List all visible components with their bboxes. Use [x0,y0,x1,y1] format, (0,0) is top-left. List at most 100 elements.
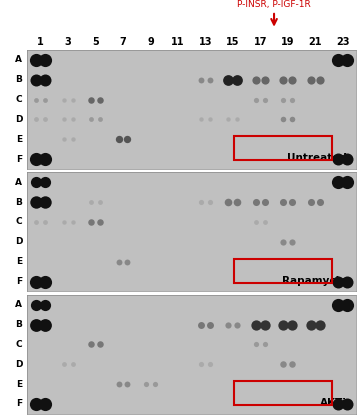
Point [308,77,314,83]
Point [289,361,295,368]
Point [116,258,122,265]
Point [253,199,259,206]
Point [70,136,76,143]
Point [70,361,76,368]
Point [280,199,286,206]
Bar [234,381,332,405]
Point [336,179,341,186]
Point [61,361,67,368]
Point [207,77,213,83]
Text: 19: 19 [281,37,294,47]
Point [344,156,350,162]
Point [88,199,94,206]
Text: 5: 5 [92,37,99,47]
Point [33,156,39,162]
Text: D: D [15,360,23,369]
Point [308,321,314,328]
Point [280,361,286,368]
Point [253,219,259,225]
Point [116,381,122,387]
Text: 3: 3 [65,37,72,47]
Point [344,278,350,285]
Text: 23: 23 [336,37,350,47]
Point [253,321,259,328]
Point [152,381,158,387]
Text: 9: 9 [147,37,154,47]
Point [253,77,259,83]
Point [344,401,350,407]
Point [262,341,267,348]
Point [317,321,323,328]
Point [336,156,341,162]
Point [207,199,213,206]
Point [207,116,213,123]
Text: B: B [15,320,22,329]
Point [33,302,39,308]
Text: Untreated: Untreated [287,153,347,163]
Point [317,77,323,83]
Point [70,96,76,103]
Point [42,116,48,123]
Point [125,258,130,265]
Point [344,302,350,308]
Text: 13: 13 [199,37,212,47]
Point [289,96,295,103]
Text: A: A [15,300,22,309]
Text: E: E [16,135,22,144]
Point [33,401,39,407]
Text: A: A [15,178,22,187]
Point [262,77,267,83]
Point [97,116,103,123]
Point [42,302,48,308]
Point [61,116,67,123]
Point [234,77,240,83]
Point [42,278,48,285]
Point [253,341,259,348]
Point [61,219,67,225]
Point [289,199,295,206]
Point [33,77,39,83]
Point [42,179,48,186]
Point [33,278,39,285]
Text: C: C [15,95,22,104]
Text: 17: 17 [253,37,267,47]
Point [125,136,130,143]
Point [198,199,204,206]
Point [289,238,295,245]
Point [336,302,341,308]
Text: E: E [16,257,22,266]
Point [253,96,259,103]
Point [280,321,286,328]
Text: D: D [15,115,23,124]
Point [198,116,204,123]
Text: B: B [15,198,22,207]
Point [226,77,231,83]
Text: 1: 1 [37,37,44,47]
Point [289,321,295,328]
Bar [234,259,332,282]
Point [226,116,231,123]
Bar [234,136,332,160]
Point [234,321,240,328]
Point [42,199,48,206]
Text: Rapamycin: Rapamycin [282,275,347,285]
Point [88,219,94,225]
Point [33,199,39,206]
Text: 11: 11 [171,37,185,47]
Point [198,77,204,83]
Point [207,321,213,328]
Point [97,199,103,206]
Point [289,116,295,123]
Point [262,219,267,225]
Point [234,199,240,206]
Point [33,219,39,225]
Point [226,199,231,206]
Point [280,77,286,83]
Point [33,321,39,328]
Text: A: A [15,55,22,64]
Point [336,57,341,63]
Point [344,179,350,186]
Point [33,96,39,103]
Text: F: F [16,155,22,163]
Point [42,96,48,103]
